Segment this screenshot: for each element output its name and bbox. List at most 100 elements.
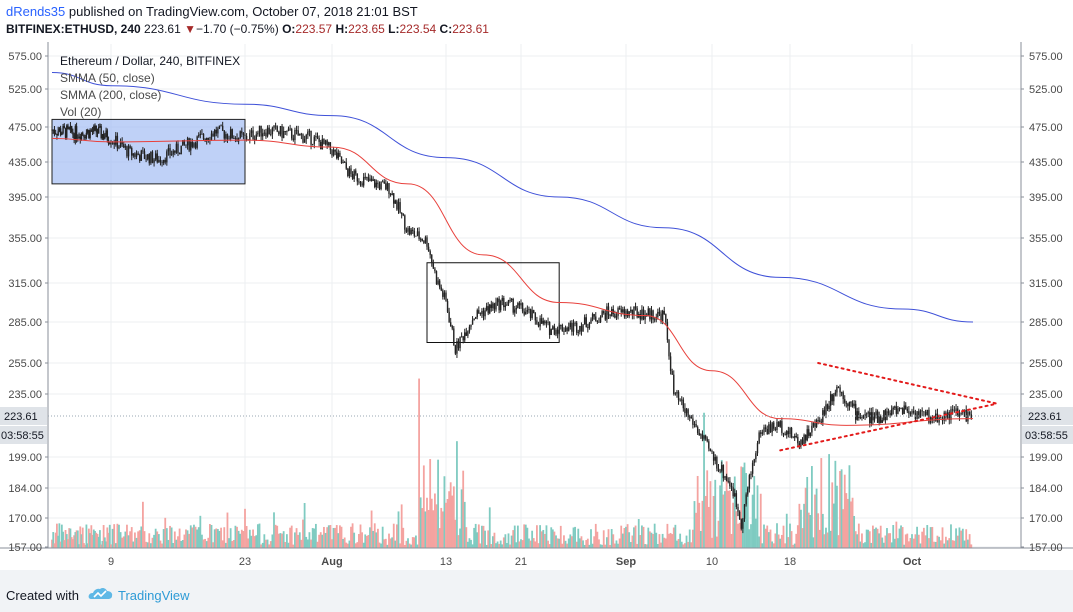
candle <box>249 129 251 144</box>
volume-bar <box>95 532 98 548</box>
volume-bar <box>660 542 662 548</box>
volume-bar <box>620 525 623 548</box>
volume-bar <box>878 533 881 548</box>
candle <box>223 129 225 143</box>
volume-bar <box>60 524 63 548</box>
candle <box>443 290 446 300</box>
volume-bar <box>524 524 527 548</box>
volume-bar <box>108 524 111 548</box>
volume-bar <box>594 523 597 548</box>
candle <box>657 308 659 320</box>
volume-bar <box>284 541 287 548</box>
candle <box>132 153 135 158</box>
candle <box>462 335 464 344</box>
candle <box>59 125 62 137</box>
candle <box>668 339 670 360</box>
candle <box>689 414 691 422</box>
tradingview-brand[interactable]: TradingView <box>118 588 190 603</box>
price-tick-left: 315.00 <box>8 278 42 290</box>
candle <box>644 310 646 324</box>
volume-bar <box>564 540 567 548</box>
candle <box>404 214 406 234</box>
candle <box>591 312 594 322</box>
volume-bar <box>921 531 924 548</box>
volume-bar <box>737 523 739 548</box>
candle <box>806 425 808 442</box>
candle <box>449 317 452 327</box>
volume-bar <box>543 533 546 548</box>
volume-bar <box>854 531 857 548</box>
candle <box>263 129 266 137</box>
candle <box>276 125 278 133</box>
price-tick-left: 355.00 <box>8 233 42 245</box>
volume-bar <box>370 510 373 548</box>
candle <box>266 125 269 138</box>
candle <box>842 390 844 404</box>
candle <box>758 430 760 445</box>
smma50-line <box>51 137 974 426</box>
time-tick: Oct <box>903 556 922 568</box>
author-link[interactable]: dRends35 <box>6 4 66 19</box>
candle <box>641 305 643 321</box>
volume-bar <box>318 534 321 548</box>
volume-bar <box>199 515 202 548</box>
volume-bar <box>407 538 409 548</box>
volume-bar <box>818 529 821 548</box>
candle <box>880 414 882 424</box>
candle <box>503 295 505 311</box>
volume-bar <box>448 491 451 548</box>
candle <box>571 320 573 336</box>
candle <box>73 132 75 144</box>
candle <box>967 409 969 425</box>
candle <box>815 418 818 429</box>
symbol-label[interactable]: BITFINEX:ETHUSD, 240 <box>6 22 141 36</box>
candle <box>241 127 243 138</box>
volume-bar <box>826 532 829 548</box>
volume-bar <box>359 524 362 548</box>
candle <box>342 159 344 164</box>
volume-bar <box>753 476 756 548</box>
price-tick-left: 435.00 <box>8 157 42 169</box>
volume-bar <box>364 534 367 548</box>
candle <box>347 167 349 178</box>
candle <box>470 324 472 330</box>
volume-bar <box>156 531 159 548</box>
candle <box>960 412 962 416</box>
candle <box>596 320 599 324</box>
candle <box>369 174 371 182</box>
down-arrow-icon: ▼ <box>184 22 196 36</box>
volume-bar <box>410 544 413 548</box>
time-tick: 18 <box>784 556 796 568</box>
candle <box>722 464 725 482</box>
volume-bar <box>181 540 184 548</box>
volume-bar <box>408 543 411 548</box>
volume-bar <box>69 528 72 548</box>
volume-bar <box>779 538 782 548</box>
volume-bar <box>617 543 619 548</box>
volume-bar <box>185 529 187 548</box>
candle <box>676 389 678 398</box>
volume-bar <box>79 526 82 548</box>
candle <box>345 158 347 170</box>
price-chart[interactable]: 575.00 575.00 525.00 525.00 475.00 475.00 435.… <box>0 42 1073 570</box>
candle <box>748 473 751 493</box>
volume-bar <box>832 503 835 548</box>
candle <box>431 254 433 267</box>
volume-bar <box>74 532 77 548</box>
candle <box>598 317 600 323</box>
candle <box>650 305 653 324</box>
candle <box>233 135 235 140</box>
volume-bar <box>100 544 103 548</box>
chart-container[interactable]: 575.00 575.00 525.00 525.00 475.00 475.00 435.… <box>0 42 1073 570</box>
volume-bar <box>823 534 826 548</box>
tradingview-logo-icon[interactable] <box>88 585 114 603</box>
volume-bar <box>162 529 165 548</box>
volume-bar <box>435 504 438 548</box>
volume-bar <box>871 525 874 548</box>
volume-bar <box>861 533 863 548</box>
volume-bar <box>582 540 584 548</box>
candle <box>633 306 635 320</box>
candle <box>416 227 419 237</box>
volume-bar <box>634 525 637 548</box>
candle <box>906 406 909 414</box>
